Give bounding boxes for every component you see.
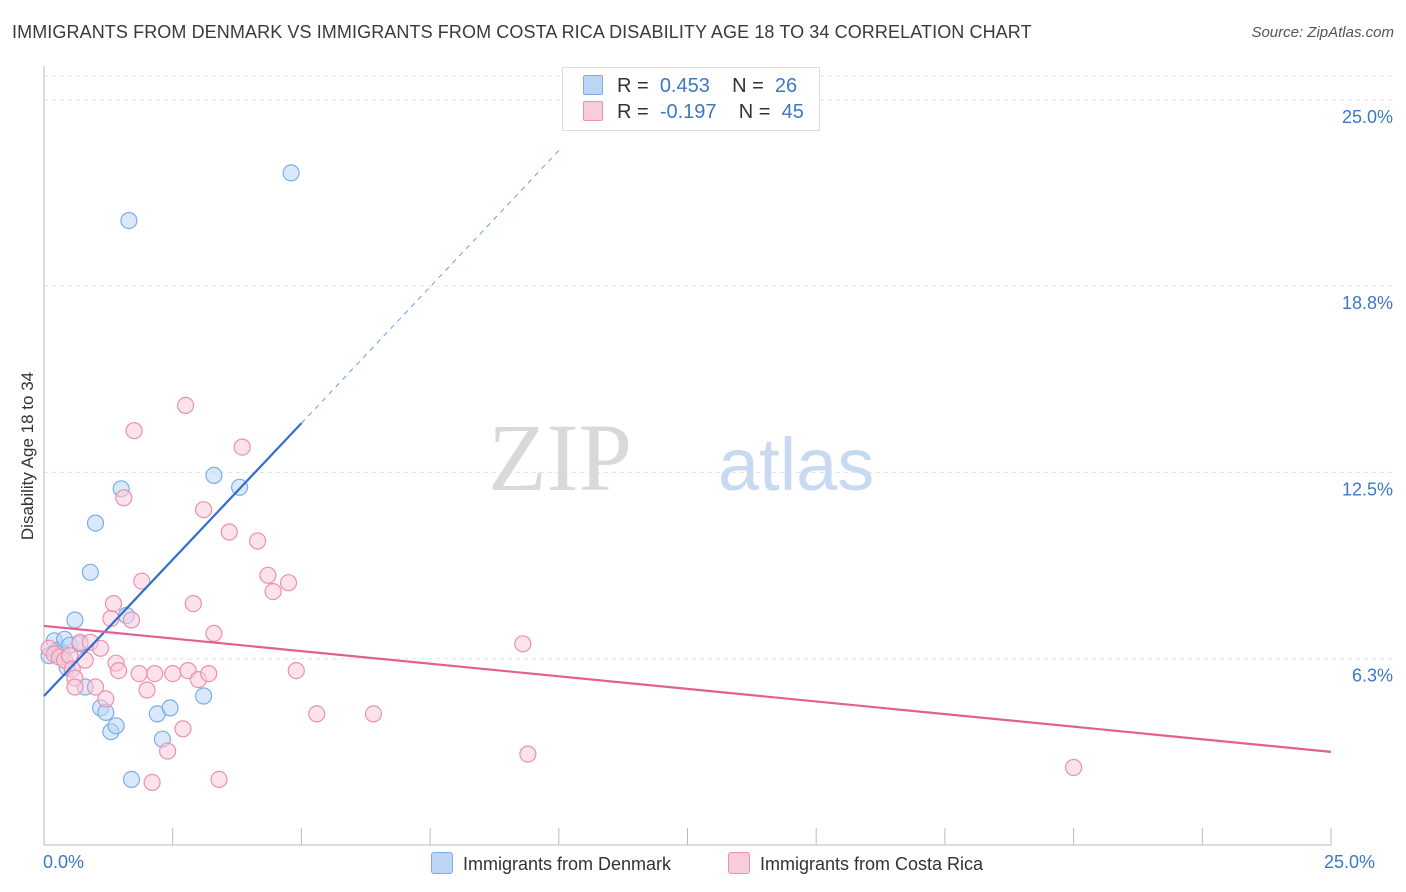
chart-title: IMMIGRANTS FROM DENMARK VS IMMIGRANTS FR… [12,22,1032,42]
denmark-point [66,611,84,629]
costa-rica-point [143,773,161,792]
legend-swatch-costa-rica [583,101,603,121]
costa-rica-point [76,651,94,669]
costa-rica-point [91,639,110,657]
denmark-point [81,563,99,581]
legend-row-costa-rica: R = -0.197 N = 45 [583,101,804,127]
costa-rica-trend-line [43,624,1332,753]
watermark-zip: ZIP [488,404,632,511]
costa-rica-point [133,572,151,590]
legend-n-value-denmark: 26 [774,75,798,97]
costa-rica-point [109,661,128,680]
legend-row-denmark: R = 0.453 N = 26 [583,75,797,101]
costa-rica-point [279,574,298,592]
y-tick-label: 12.5% [1342,479,1393,499]
costa-rica-point [514,635,532,653]
correlation-legend: R = 0.453 N = 26 R = -0.197 N = 45 [562,67,820,131]
legend-n-label: N = [732,75,764,97]
legend-r-label: R = [617,75,649,97]
series-legend: Immigrants from Denmark Immigrants from … [0,852,1406,878]
series-swatch-costa-rica [728,852,750,874]
costa-rica-point [308,705,326,723]
costa-rica-point [66,678,84,696]
legend-n-label: N = [738,101,771,123]
legend-r-label: R = [617,101,649,123]
legend-n-value-costa-rica: 45 [781,101,804,123]
series-legend-costa-rica[interactable]: Immigrants from Costa Rica [728,852,983,875]
x-tick-label-min: 0.0% [43,852,85,872]
series-label-costa-rica: Immigrants from Costa Rica [760,854,984,874]
costa-rica-point [519,745,537,763]
costa-rica-point [164,664,182,683]
y-tick-label: 18.8% [1342,293,1393,313]
denmark-trend-line [43,422,303,697]
costa-rica-point [249,532,267,550]
costa-rica-point [287,661,305,680]
y-tick-label: 25.0% [1342,107,1393,127]
costa-rica-point [177,396,195,414]
costa-rica-point [86,678,105,696]
costa-rica-point [210,770,228,789]
costa-rica-point [233,438,251,456]
legend-r-value-denmark: 0.453 [659,75,710,97]
costa-rica-point [1064,758,1083,777]
costa-rica-point [264,582,282,601]
watermark-atlas: atlas [718,423,874,506]
costa-rica-point [122,611,141,629]
denmark-point [282,164,300,182]
legend-r-value-costa-rica: -0.197 [659,101,717,123]
denmark-point [205,466,223,484]
denmark-point [107,717,125,735]
denmark-point [195,687,213,705]
costa-rica-point [184,594,202,613]
legend-swatch-denmark [583,75,603,95]
costa-rica-point [159,742,177,760]
x-tick-label-max: 25.0% [1324,852,1376,872]
denmark-point [161,699,179,717]
costa-rica-point [174,720,192,738]
costa-rica-point [195,501,213,519]
costa-rica-point [138,681,156,699]
costa-rica-point [97,690,115,708]
costa-rica-point [130,664,148,683]
denmark-point [122,770,141,789]
costa-rica-point [364,705,383,723]
series-label-denmark: Immigrants from Denmark [463,854,672,874]
denmark-point [86,514,105,532]
source-label: Source: ZipAtlas.com [1251,24,1394,41]
costa-rica-point [205,624,223,643]
costa-rica-point [259,566,277,584]
denmark-trend-extension [301,150,560,424]
costa-rica-point [146,664,164,683]
series-legend-denmark[interactable]: Immigrants from Denmark [431,852,671,875]
denmark-point [120,212,138,230]
series-swatch-denmark [431,852,453,874]
costa-rica-point [200,664,218,683]
costa-rica-point [220,523,238,541]
y-tick-label: 6.3% [1352,666,1393,686]
costa-rica-point [115,489,133,507]
costa-rica-point [104,594,123,613]
costa-rica-point [125,422,143,440]
